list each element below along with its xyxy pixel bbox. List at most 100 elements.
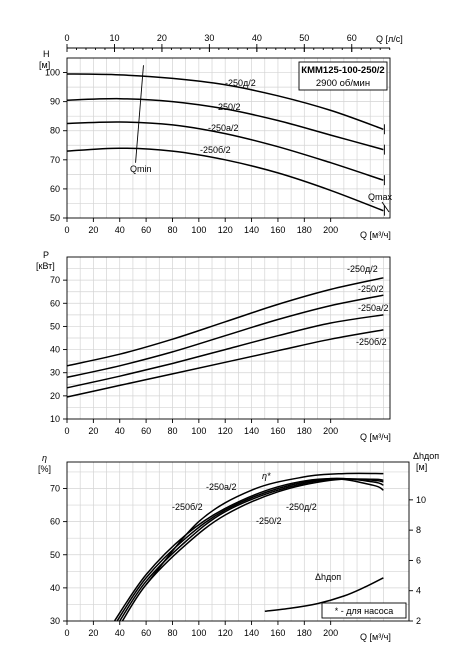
efficiency-xlabel-bottom: Q [м³/ч]: [360, 632, 391, 642]
efficiency-yunit: [%]: [38, 464, 51, 474]
y-tick-label: 20: [50, 391, 60, 401]
pump-note: * - для насоса: [335, 606, 393, 616]
y-tick-label: 100: [45, 68, 60, 78]
top-x-tick-label: 30: [204, 33, 214, 43]
x-tick-label: 160: [270, 628, 285, 638]
x-tick-label: 0: [64, 426, 69, 436]
efficiency-ticks: 0 20 40 60 80 100 120 140 160 180 200 30 40 50 60 70 2 4 6…: [50, 484, 426, 639]
series-line-2-1: [116, 477, 384, 622]
top-x-tick-label: 50: [299, 33, 309, 43]
series-label-1-2: -250a/2: [358, 303, 389, 313]
series-line-0-1: [66, 97, 384, 151]
pump-note-box: [321, 602, 407, 619]
y-tick-label: 70: [50, 484, 60, 494]
x-tick-label: 20: [88, 628, 98, 638]
y-tick-label: 60: [50, 298, 60, 308]
series-label-2-3: -250д/2: [286, 502, 317, 512]
x-tick-label: 60: [141, 426, 151, 436]
x-tick-label: 160: [270, 225, 285, 235]
qmax-leader: [381, 201, 390, 213]
x-tick-label: 100: [191, 628, 206, 638]
top-x-tick-label: 40: [252, 33, 262, 43]
series-line-2-4: [145, 472, 384, 586]
series-line-0-0: [66, 73, 384, 131]
x-tick-label: 120: [218, 628, 233, 638]
right-y-tick-label: 6: [416, 555, 421, 565]
head-xlabel-top: Q [л/с]: [376, 34, 403, 44]
x-tick-label: 200: [323, 426, 338, 436]
power-ylabel: P: [43, 250, 49, 260]
series-line-1-3: [66, 329, 384, 398]
x-tick-label: 180: [297, 628, 312, 638]
series-line-2-2: [119, 477, 384, 622]
series-label-0-3: -250б/2: [200, 145, 231, 155]
head-ylabel: H: [43, 49, 50, 59]
top-x-tick-label: 60: [347, 33, 357, 43]
x-tick-label: 20: [88, 426, 98, 436]
top-x-tick-label: 10: [109, 33, 119, 43]
head-ticks: 0 20 40 60 80 100 120 140 160 180 2005060708090100…: [45, 33, 391, 235]
right-y-tick-label: 10: [416, 495, 426, 505]
x-tick-label: 140: [244, 225, 259, 235]
y-tick-label: 30: [50, 368, 60, 378]
y-tick-label: 10: [50, 414, 60, 424]
series-line-0-3: [66, 147, 384, 212]
annotation-qmax: Qmax: [368, 192, 393, 202]
y-tick-label: 50: [50, 321, 60, 331]
y-tick-label: 50: [50, 550, 60, 560]
x-tick-label: 180: [297, 225, 312, 235]
power-grid: [67, 257, 390, 419]
series-label-2-0: -250б/2: [172, 502, 203, 512]
y-tick-label: 50: [50, 213, 60, 223]
series-label-0-1: -250/2: [215, 102, 241, 112]
qmin-line: [135, 65, 144, 163]
x-tick-label: 140: [244, 628, 259, 638]
y-tick-label: 90: [50, 97, 60, 107]
head-curves: -250д/2 -250/2 -250a/2 -250б/2: [66, 73, 385, 216]
series-label-1-3: -250б/2: [356, 337, 387, 347]
efficiency-curves: -250б/2-250a/2 -250/2 -250д/2 η* Δhдоп: [113, 471, 384, 622]
head-annotations: Qmin Qmax: [130, 65, 393, 213]
x-tick-label: 80: [167, 225, 177, 235]
x-tick-label: 200: [323, 225, 338, 235]
right-y-tick-label: 2: [416, 616, 421, 626]
series-label-0-2: -250a/2: [208, 123, 239, 133]
power-ticks: 0 20 40 60 80 100 120 140 160 180 200 10 20 30 40 50 60 7…: [50, 275, 338, 436]
head-plot-frame: [66, 57, 391, 219]
series-line-0-2: [66, 121, 384, 181]
head-xlabel-bottom: Q [м³/ч]: [360, 230, 391, 240]
y-tick-label: 80: [50, 126, 60, 136]
series-label-0-0: -250д/2: [225, 78, 256, 88]
top-x-tick-label: 20: [157, 33, 167, 43]
x-tick-label: 120: [218, 426, 233, 436]
series-label-2-4: η*: [262, 471, 271, 481]
x-tick-label: 0: [64, 628, 69, 638]
series-label-1-1: -250/2: [358, 284, 384, 294]
series-label-2-2: -250/2: [256, 516, 282, 526]
series-line-1-1: [66, 294, 384, 379]
x-tick-label: 80: [167, 628, 177, 638]
head-title: КММ125-100-250/2: [301, 65, 384, 76]
y-tick-label: 40: [50, 583, 60, 593]
efficiency-chart: 0 20 40 60 80 100 120 140 160 180 200 30 40 50 60 70 2 4 6…: [38, 451, 439, 642]
y-tick-label: 60: [50, 517, 60, 527]
series-line-2-3: [121, 478, 384, 622]
x-tick-label: 0: [64, 225, 69, 235]
x-tick-label: 120: [218, 225, 233, 235]
power-xlabel-bottom: Q [м³/ч]: [360, 432, 391, 442]
series-label-2-5: Δhдоп: [315, 572, 341, 582]
x-tick-label: 60: [141, 225, 151, 235]
power-yunit: [кВт]: [36, 261, 55, 271]
y-tick-label: 70: [50, 275, 60, 285]
x-tick-label: 180: [297, 426, 312, 436]
x-tick-label: 200: [323, 628, 338, 638]
npsh-ylabel: Δhдоп: [413, 451, 439, 461]
series-line-1-0: [66, 277, 384, 367]
annotation-qmin: Qmin: [130, 164, 152, 174]
top-x-tick-label: 0: [64, 33, 69, 43]
series-label-1-0: -250д/2: [347, 264, 378, 274]
power-plot-frame: [66, 256, 391, 420]
npsh-yunit: [м]: [416, 462, 427, 472]
